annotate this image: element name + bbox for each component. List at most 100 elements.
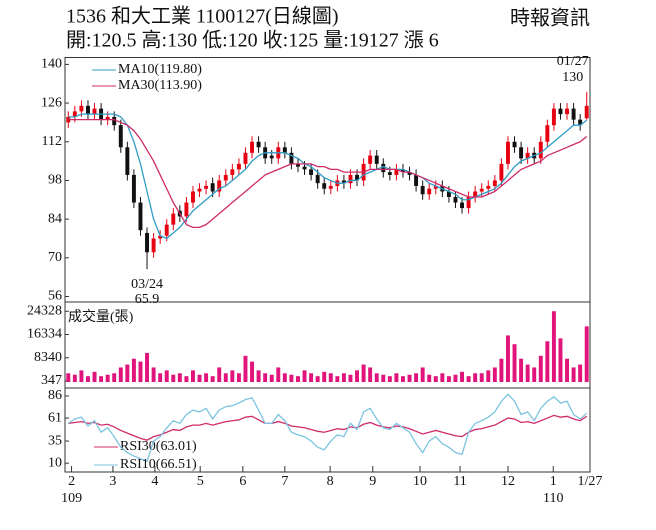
volume-bar bbox=[309, 373, 314, 382]
volume-bar bbox=[473, 373, 478, 382]
candle-body bbox=[105, 116, 110, 120]
candle-body bbox=[79, 105, 84, 112]
volume-bar bbox=[223, 373, 228, 382]
y-tick-label: 24328 bbox=[27, 303, 62, 318]
x-tick-label: 2 bbox=[68, 474, 75, 489]
candle-body bbox=[479, 188, 484, 192]
volume-bar bbox=[381, 374, 386, 382]
candle-body bbox=[191, 191, 195, 203]
volume-bar bbox=[282, 373, 287, 382]
volume-bar bbox=[145, 352, 149, 382]
candle-body bbox=[86, 105, 90, 115]
candle-body bbox=[72, 111, 77, 117]
volume-bar bbox=[125, 364, 130, 382]
volume-bar bbox=[217, 367, 222, 382]
candle-body bbox=[565, 108, 569, 115]
x-sub-label: 109 bbox=[61, 491, 82, 506]
legend-label: RSI30(63.01) bbox=[120, 439, 197, 454]
candle-body bbox=[407, 172, 412, 175]
volume-bar bbox=[92, 371, 97, 382]
y-tick-label: 86 bbox=[48, 388, 62, 403]
x-tick-label: 6 bbox=[239, 474, 246, 489]
candle-body bbox=[210, 183, 215, 192]
volume-bar bbox=[256, 370, 261, 382]
low-date: 03/24 bbox=[131, 277, 163, 292]
legend-label: RSI10(66.51) bbox=[120, 457, 197, 472]
volume-bar bbox=[171, 374, 176, 382]
volume-bar bbox=[401, 376, 405, 382]
volume-bar bbox=[151, 367, 156, 382]
candle-body bbox=[545, 125, 550, 142]
candle-body bbox=[131, 174, 136, 203]
volume-bar bbox=[519, 358, 524, 382]
volume-bar bbox=[355, 370, 359, 382]
frame bbox=[64, 57, 591, 473]
volume-bar bbox=[79, 370, 84, 382]
y-tick-label: 126 bbox=[41, 95, 62, 110]
low-value: 65.9 bbox=[135, 292, 160, 307]
volume-bar bbox=[453, 374, 458, 382]
candle-body bbox=[519, 147, 524, 159]
candle-body bbox=[571, 108, 576, 120]
source: 時報資訊 bbox=[510, 7, 590, 30]
candle-body bbox=[348, 174, 353, 184]
candle-body bbox=[558, 108, 563, 115]
volume-bar bbox=[131, 358, 136, 382]
candle-body bbox=[341, 180, 346, 184]
volume-bar bbox=[230, 370, 235, 382]
y-tick-label: 98 bbox=[48, 173, 62, 188]
volume-bar bbox=[263, 373, 268, 382]
rsi-line bbox=[67, 393, 588, 463]
volume-bar bbox=[348, 374, 353, 382]
volume-bar bbox=[289, 374, 294, 382]
candle-body bbox=[118, 125, 123, 148]
y-tick-label: 84 bbox=[48, 211, 62, 226]
volume-bar bbox=[328, 373, 333, 382]
x-tick-label: 12 bbox=[501, 474, 515, 489]
volume-bar bbox=[440, 373, 445, 382]
volume-bar bbox=[99, 376, 104, 382]
candle-body bbox=[315, 174, 320, 184]
candle-body bbox=[197, 188, 202, 192]
volume-bar bbox=[584, 326, 589, 382]
candle-body bbox=[427, 188, 432, 195]
volume-bar bbox=[433, 376, 438, 382]
volume-bar bbox=[578, 364, 583, 382]
legend-label: MA10(119.80) bbox=[118, 62, 202, 77]
volume-bar bbox=[512, 344, 517, 382]
candle-body bbox=[145, 232, 149, 253]
volume-bar bbox=[118, 367, 123, 382]
candle-body bbox=[296, 163, 300, 167]
candle-body bbox=[420, 185, 425, 195]
candle-body bbox=[499, 163, 504, 181]
candle-body bbox=[204, 185, 209, 189]
candle-body bbox=[138, 202, 143, 231]
y-tick-label: 8340 bbox=[34, 350, 62, 365]
x-tick-label: 8 bbox=[327, 474, 334, 489]
candle-body bbox=[309, 169, 314, 175]
candle-body bbox=[414, 174, 419, 186]
candle-body bbox=[250, 141, 254, 153]
candle-body bbox=[486, 185, 491, 189]
candle-body bbox=[171, 213, 176, 225]
candle-body bbox=[236, 163, 241, 170]
candle-body bbox=[184, 202, 189, 217]
candle-body bbox=[217, 180, 222, 192]
x-tick-label: 1 bbox=[550, 474, 557, 489]
x-sub-label: 110 bbox=[543, 491, 563, 506]
volume-bar bbox=[407, 374, 412, 382]
volume-bar bbox=[532, 367, 537, 382]
y-tick-label: 70 bbox=[48, 250, 62, 265]
y-tick-label: 35 bbox=[48, 433, 62, 448]
volume-bar bbox=[210, 376, 215, 382]
candle-body bbox=[112, 116, 117, 126]
high-value: 130 bbox=[562, 70, 583, 85]
volume-bar bbox=[486, 370, 491, 382]
candle-body bbox=[282, 147, 287, 153]
candle-body bbox=[223, 174, 228, 181]
candle-body bbox=[368, 155, 373, 164]
candle-body bbox=[387, 172, 392, 175]
legend-label: MA30(113.90) bbox=[118, 78, 202, 93]
volume-bar bbox=[565, 358, 569, 382]
x-tick-label: 10 bbox=[413, 474, 427, 489]
